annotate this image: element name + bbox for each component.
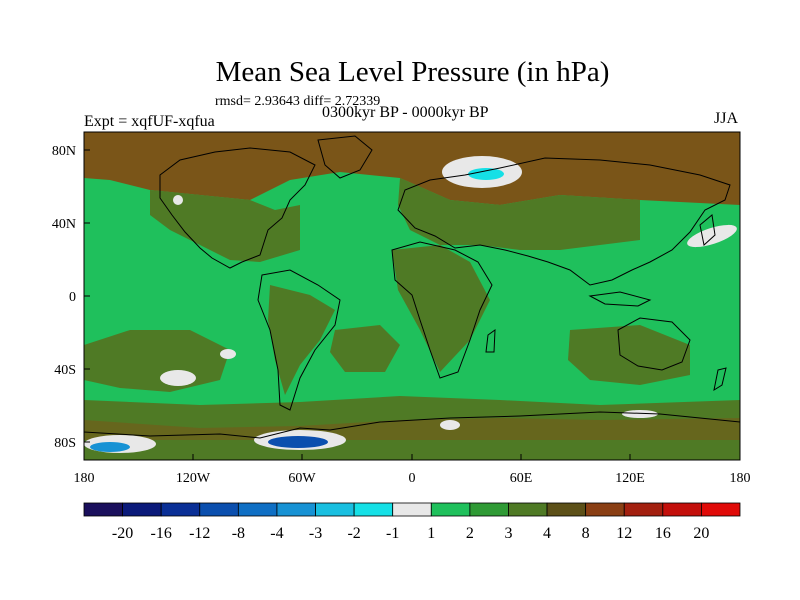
south-america-high <box>268 285 335 395</box>
colorbar-swatch <box>623 502 664 517</box>
africa-high <box>392 245 490 372</box>
lon-label-0: 0 <box>409 471 416 486</box>
colorbar-swatch <box>392 502 432 517</box>
lon-label-180e: 180 <box>730 471 751 486</box>
colorbar-swatch <box>546 502 587 517</box>
coast-greenland <box>317 135 373 179</box>
colorbar-label: -8 <box>232 525 245 542</box>
lon-label-120e: 120E <box>615 471 645 486</box>
coast-africa <box>391 241 493 379</box>
scandinavia-low-core <box>468 168 504 180</box>
lat-axis: 80N 40N 0 40S 80S <box>52 144 90 451</box>
coast-indonesia <box>588 291 652 307</box>
colorbar-label: -20 <box>112 525 133 542</box>
colorbar-swatch <box>430 502 471 517</box>
north-pacific-low <box>687 224 737 248</box>
colorbar-label: 8 <box>582 525 590 542</box>
southeast-pacific-low-2 <box>220 349 236 359</box>
colorbar-label: -2 <box>347 525 360 542</box>
lon-label-120w: 120W <box>176 471 211 486</box>
colorbar-label: 3 <box>504 525 512 542</box>
coast-north-america <box>159 147 316 269</box>
season-label: JJA <box>714 110 739 127</box>
arctic-high-band <box>84 132 740 205</box>
colorbar-swatch <box>276 502 316 517</box>
coast-australia <box>617 317 691 371</box>
coast-south-america <box>257 269 341 411</box>
lat-label-0: 0 <box>69 290 76 305</box>
coast-madagascar <box>485 328 496 353</box>
lat-label-80n: 80N <box>52 144 76 159</box>
colorbar-label: -4 <box>270 525 283 542</box>
ross-sea-low-core <box>90 442 130 452</box>
colorbar-label: 1 <box>427 525 435 542</box>
map-title: Mean Sea Level Pressure (in hPa) <box>215 56 610 88</box>
colorbar-swatch <box>315 502 355 517</box>
colorbar-swatch <box>160 502 201 517</box>
coast-europe-asia <box>397 157 731 286</box>
rmsd-diff-stats: rmsd= 2.93643 diff= 2.72339 <box>215 94 381 109</box>
alaska-low <box>173 195 183 205</box>
colorbar-label: -12 <box>189 525 210 542</box>
colorbar-swatch <box>199 502 239 517</box>
colorbar-swatch <box>662 502 702 517</box>
colorbar-swatch <box>469 502 509 517</box>
lat-label-80s: 80S <box>54 436 76 451</box>
colorbar-swatch <box>122 502 162 517</box>
south-atlantic-high <box>330 325 400 372</box>
weddell-sea-low-core <box>268 436 328 448</box>
colorbar-swatch <box>83 502 123 517</box>
lon-label-180w: 180 <box>74 471 95 486</box>
colorbar-label: -16 <box>151 525 172 542</box>
lat-label-40n: 40N <box>52 217 76 232</box>
colorbar-label: 12 <box>616 525 632 542</box>
colorbar-label: -3 <box>309 525 322 542</box>
north-america-high <box>150 190 300 262</box>
colorbar-label: 20 <box>693 525 709 542</box>
coast-japan <box>699 214 716 246</box>
coast-new-zealand <box>713 367 727 392</box>
eurasia-high <box>398 178 640 250</box>
coast-antarctica <box>84 411 740 439</box>
colorbar-label: -1 <box>386 525 399 542</box>
southeast-pacific-low <box>160 370 196 386</box>
colorbar-label: 4 <box>543 525 551 542</box>
experiment-label: Expt = xqfUF-xqfua <box>84 113 215 130</box>
colorbar-swatch <box>701 502 741 517</box>
colorbar-swatch <box>237 502 278 517</box>
colorbar-label: 16 <box>655 525 671 542</box>
colorbar-label: 2 <box>466 525 474 542</box>
lat-label-40s: 40S <box>54 363 76 378</box>
antarctic-coastal-high <box>84 418 740 440</box>
colorbar-swatch <box>585 502 625 517</box>
east-antarctic-low-2 <box>622 410 658 418</box>
colorbar-swatch <box>508 502 548 517</box>
lon-label-60w: 60W <box>288 471 316 486</box>
lon-label-60e: 60E <box>510 471 533 486</box>
lon-axis: 180 120W 60W 0 60E 120E 180 <box>74 454 751 486</box>
colorbar-swatches <box>83 502 741 517</box>
colorbar-labels: -20 -16 -12 -8 -4 -3 -2 -1 1 2 3 4 8 12 16 20 <box>112 525 709 542</box>
east-antarctic-low <box>440 420 460 430</box>
colorbar-swatch <box>353 502 394 517</box>
period-label: 0300kyr BP - 0000kyr BP <box>322 104 489 121</box>
